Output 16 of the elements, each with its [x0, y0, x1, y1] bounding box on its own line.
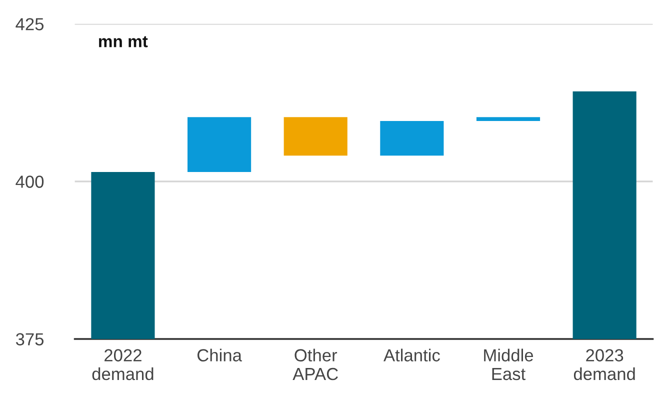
x-tick-label: 2023 demand — [574, 349, 635, 380]
bar — [188, 117, 252, 172]
x-tick-label: Other APAC — [292, 348, 338, 380]
y-tick-label: 375 — [16, 333, 44, 346]
x-tick-label: China — [197, 348, 242, 362]
x-tick-label: 2022 demand — [92, 349, 154, 380]
y-tick-label: 425 — [16, 18, 44, 30]
bar — [572, 91, 636, 339]
bar — [91, 172, 155, 339]
y-tick-label: 400 — [16, 176, 44, 188]
x-tick-label: Atlantic — [384, 348, 440, 362]
bar — [284, 117, 348, 156]
y-axis-title: mn mt — [99, 36, 148, 48]
bar — [380, 120, 444, 156]
bar — [476, 117, 540, 121]
x-tick-label: Middle East — [484, 348, 534, 380]
